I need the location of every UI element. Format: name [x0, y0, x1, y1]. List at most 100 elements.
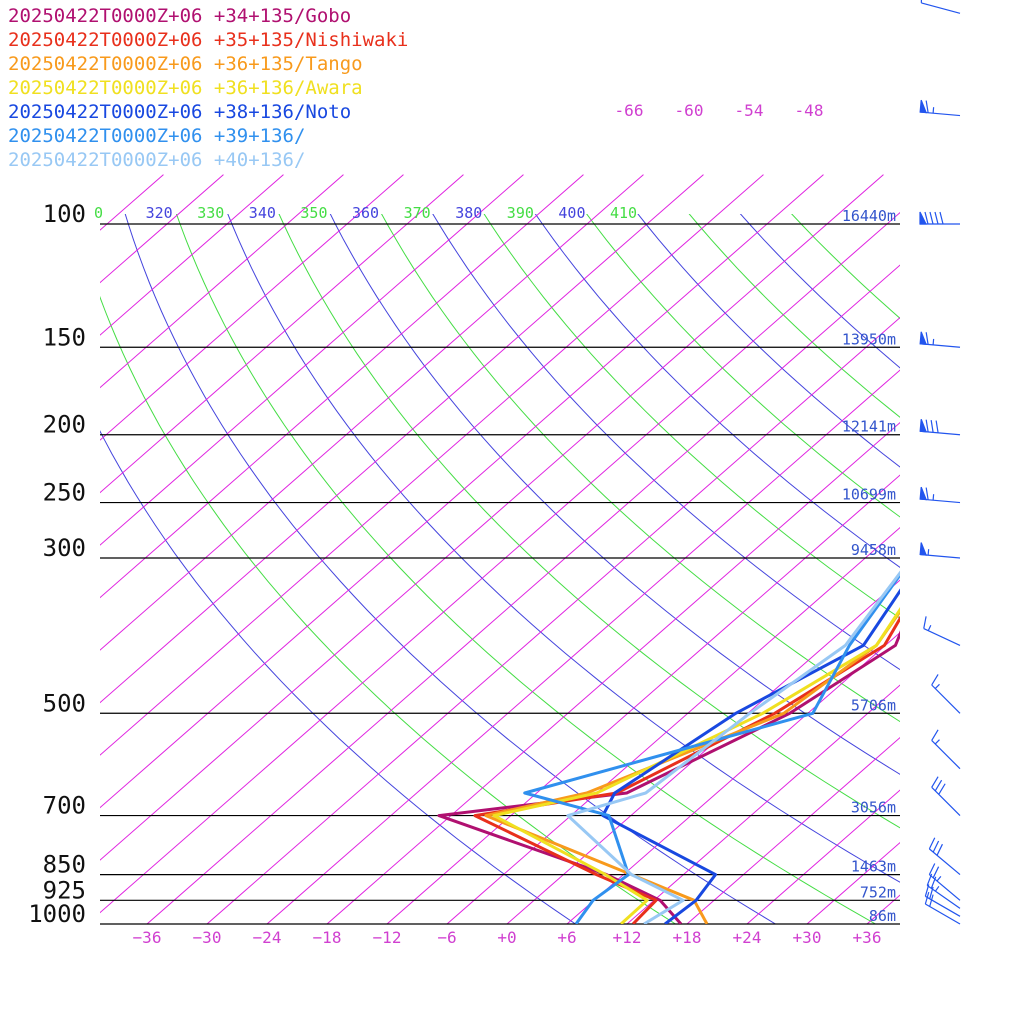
wind-barb	[928, 863, 961, 901]
pressure-label: 1000	[28, 900, 86, 928]
pressure-label: 925	[43, 876, 86, 904]
wind-barb	[919, 331, 961, 348]
dry-adiabat-line	[278, 214, 900, 829]
isotherm-line	[100, 211, 900, 914]
legend-entry: 20250422T0000Z+06 +36+135/Tango	[8, 53, 363, 75]
isotherm-line	[100, 174, 224, 284]
isotherm-line	[506, 579, 900, 924]
height-label: 16440m	[842, 207, 896, 225]
isotherm-line	[386, 474, 900, 924]
pressure-label: 500	[43, 689, 86, 717]
isotherm-line	[446, 526, 900, 924]
temperature-tick-label: −18	[313, 928, 342, 947]
pressure-label: 200	[43, 411, 86, 439]
dry-adiabat-line	[329, 214, 900, 775]
isotherm-line	[100, 174, 344, 389]
wind-barb	[920, 0, 961, 14]
height-label: 5706m	[851, 696, 896, 714]
series-line	[601, 588, 900, 924]
height-label: 9458m	[851, 541, 896, 559]
wind-barb	[928, 837, 961, 876]
dry-adiabat-line	[534, 214, 900, 569]
theta-label: 400	[558, 204, 585, 222]
isotherm-line	[100, 174, 464, 494]
series-line	[492, 607, 900, 924]
height-label: 86m	[869, 907, 896, 925]
temperature-tick-label: −6	[437, 928, 456, 947]
isobars	[100, 223, 900, 925]
temperature-tick-label: +6	[557, 928, 576, 947]
temperature-tick-label: +0	[497, 928, 516, 947]
isotherm-line	[100, 174, 284, 336]
isotherm-line	[686, 736, 900, 924]
theta-label: 330	[197, 204, 224, 222]
legend-entry: 20250422T0000Z+06 +39+136/	[8, 125, 306, 147]
theta-label: 350	[300, 204, 327, 222]
wind-barb	[919, 486, 961, 504]
height-label: 12141m	[842, 418, 896, 436]
isotherm-line	[746, 789, 900, 924]
pressure-label: 250	[43, 479, 86, 507]
wind-barb	[931, 776, 961, 816]
legend-entry: 20250422T0000Z+06 +36+136/Awara	[8, 77, 363, 99]
dry-adiabat-line	[739, 214, 900, 369]
series-line	[473, 615, 900, 924]
isotherm-line	[100, 174, 524, 546]
theta-label: 360	[352, 204, 379, 222]
isotherm-line	[626, 684, 900, 924]
isotherm-top-label: -48	[795, 101, 824, 120]
pressure-label: 300	[43, 534, 86, 562]
dry-adiabat-line	[586, 214, 900, 518]
temperature-tick-label: +30	[793, 928, 822, 947]
dry-adiabat-line	[432, 214, 900, 671]
wind-barbs	[919, 0, 961, 925]
dry-adiabat-line	[227, 214, 900, 883]
wind-barb	[919, 211, 960, 225]
height-label: 752m	[860, 883, 896, 901]
height-label: 10699m	[842, 486, 896, 504]
temperature-tick-label: −30	[193, 928, 222, 947]
theta-label: 320	[146, 204, 173, 222]
temperature-tick-label: +12	[613, 928, 642, 947]
dry-adiabat-line	[483, 214, 900, 619]
dry-adiabat-line	[175, 214, 876, 924]
legend-entry: 20250422T0000Z+06 +35+135/Nishiwaki	[8, 29, 409, 51]
theta-label: 340	[249, 204, 276, 222]
isotherm-line	[266, 369, 900, 924]
height-label: 3056m	[851, 799, 896, 817]
isotherm-top-label: -66	[615, 101, 644, 120]
height-label: 1463m	[851, 858, 896, 876]
isotherm-line	[206, 316, 900, 924]
isotherms	[100, 174, 1024, 924]
series-line	[566, 570, 900, 924]
isotherm-line	[100, 174, 644, 651]
isotherm-line	[566, 631, 900, 924]
temperature-tick-label: −24	[253, 928, 282, 947]
wind-barb	[924, 884, 961, 917]
dry-adiabat-line	[381, 214, 900, 723]
temperature-tick-label: +18	[673, 928, 702, 947]
wind-barb	[919, 99, 961, 117]
temperature-tick-label: +36	[853, 928, 882, 947]
temperature-profiles	[437, 570, 900, 924]
isotherm-line	[100, 174, 764, 756]
legend-entry: 20250422T0000Z+06 +34+135/Gobo	[8, 5, 352, 27]
series-line	[437, 630, 900, 924]
isotherm-top-label: -60	[675, 101, 704, 120]
series-line	[523, 572, 900, 924]
axis-labels: 100 16440m 150 13950m 200 12141m 250 10699m 300 9…	[28, 101, 896, 947]
dry-adiabat-line	[124, 214, 776, 924]
wind-barb	[923, 616, 961, 646]
theta-label: 0	[94, 204, 103, 222]
isotherm-line	[100, 174, 884, 861]
isotherm-line	[927, 175, 1024, 924]
wind-barb	[931, 729, 961, 770]
theta-label: 410	[610, 204, 637, 222]
isotherm-line	[100, 174, 404, 441]
theta-label: 390	[507, 204, 534, 222]
wind-barb	[931, 674, 961, 714]
height-label: 13950m	[842, 330, 896, 348]
wind-barb	[919, 419, 961, 436]
pressure-label: 700	[43, 792, 86, 820]
theta-label: 370	[404, 204, 431, 222]
